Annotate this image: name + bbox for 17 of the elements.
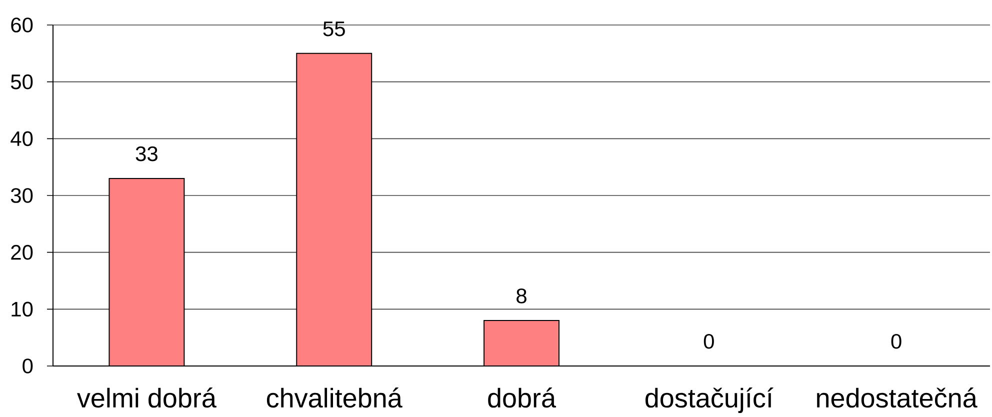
x-tick-label: nedostatečná — [817, 388, 978, 408]
data-label: 0 — [891, 334, 902, 349]
y-tick-label: 50 — [10, 74, 33, 90]
y-tick-label: 20 — [11, 244, 33, 260]
data-label: 8 — [516, 288, 526, 304]
x-tick-label: dobrá — [488, 388, 556, 408]
y-tick-label: 10 — [12, 302, 33, 317]
y-tick-label: 0 — [22, 358, 33, 374]
data-label: 33 — [136, 146, 158, 162]
data-label: 55 — [323, 22, 345, 36]
x-tick-label: velmi dobrá — [77, 388, 216, 408]
y-tick-label: 60 — [11, 18, 33, 32]
x-tick-label: dostačující — [646, 388, 774, 414]
x-tick-label: chvalitebná — [266, 388, 402, 408]
data-label: 0 — [704, 334, 714, 349]
y-tick-label: 30 — [10, 188, 33, 203]
y-tick-label: 40 — [10, 131, 33, 146]
